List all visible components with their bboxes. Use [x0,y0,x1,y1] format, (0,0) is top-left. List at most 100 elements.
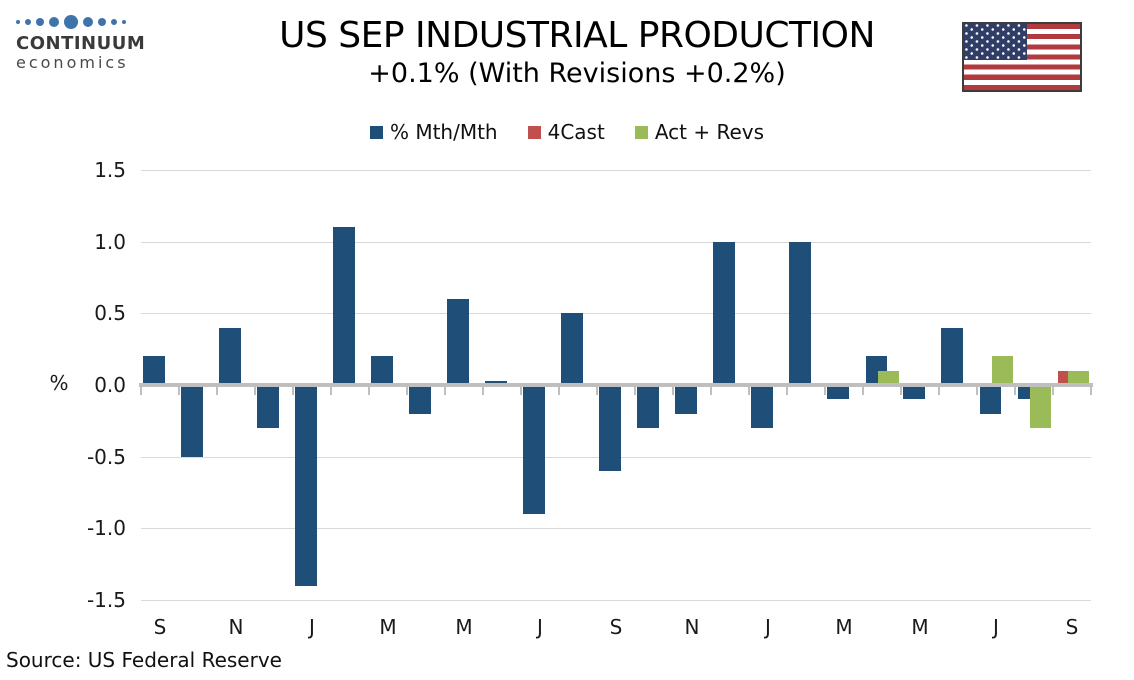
x-tick-label-11: J [993,615,999,639]
bar-mth-mth-13 [637,385,659,428]
x-tick-label-8: J [765,615,771,639]
x-axis-tick [786,387,788,395]
logo-name: CONTINUUM [16,33,146,54]
x-tick-label-12: S [1065,615,1079,639]
bar-mth-mth-7 [409,385,431,414]
y-tick-label-1.0: 1.0 [94,229,126,254]
y-tick-label--1.0: -1.0 [86,516,126,541]
zero-axis-line [139,383,1093,387]
x-axis-tick [710,387,712,395]
x-axis-tick [520,387,522,395]
x-axis-tick [482,387,484,395]
bar-mth-mth-4 [295,385,317,586]
bar-mth-mth-17 [789,241,811,385]
bar-mth-mth-12 [599,385,621,471]
x-tick-label-6: S [609,615,623,639]
bar-mth-mth-5 [333,227,355,385]
y-axis-title: % [49,371,69,395]
us-flag-canton [964,24,1027,60]
x-tick-label-3: M [379,615,397,639]
x-axis-tick [938,387,940,395]
legend-swatch-act-revs [634,125,648,139]
legend-label-4cast: 4Cast [547,120,605,144]
source-note: Source: US Federal Reserve [6,648,282,672]
x-tick-label-5: J [537,615,543,639]
x-axis-tick [672,387,674,395]
y-tick-label-0.0: 0.0 [94,373,126,397]
x-axis-tick [862,387,864,395]
x-tick-label-2: J [309,615,315,639]
chart-legend: % Mth/Mth 4Cast Act + Revs [0,118,1134,146]
bar-mth-mth-1 [181,385,203,457]
x-tick-label-10: M [911,615,929,639]
legend-label-mth-mth: % Mth/Mth [389,120,498,144]
bar-mth-mth-22 [979,385,1001,414]
bar-mth-mth-21 [941,327,963,385]
bar-mth-mth-0 [143,356,165,385]
title-block: US SEP INDUSTRIAL PRODUCTION +0.1% (With… [140,14,1014,90]
us-flag-icon [962,22,1082,92]
x-axis-tick [1014,387,1016,395]
x-axis-tick [1090,387,1092,395]
bar-act-revs-19 [877,370,899,385]
logo-dots-icon [16,14,146,30]
y-tick-label--0.5: -0.5 [86,444,126,469]
y-tick-label-0.5: 0.5 [94,301,126,326]
x-axis-tick [140,387,142,395]
gridline--1.0 [141,528,1091,530]
legend-item-act-revs: Act + Revs [634,120,765,144]
bar-mth-mth-16 [751,385,773,428]
x-tick-label-7: N [684,615,700,639]
legend-item-mth-mth: % Mth/Mth [369,120,498,144]
bar-act-revs-23 [1029,385,1051,428]
chart-subtitle: +0.1% (With Revisions +0.2%) [368,58,786,89]
plot-area [139,170,1093,601]
legend-swatch-mth-mth [369,125,383,139]
continuum-logo: CONTINUUM economics [16,14,146,72]
x-axis-tick [1052,387,1054,395]
bar-mth-mth-18 [827,385,849,400]
y-tick-label--1.5: -1.5 [86,588,126,612]
x-tick-label-0: S [153,615,167,639]
x-axis-tick [900,387,902,395]
legend-swatch-4cast [527,125,541,139]
x-axis-tick [368,387,370,395]
x-axis-tick [596,387,598,395]
bar-act-revs-24 [1067,370,1089,385]
x-tick-label-9: M [835,615,853,639]
bar-mth-mth-10 [523,385,545,514]
x-axis-tick [406,387,408,395]
x-axis-tick [444,387,446,395]
y-tick-label-1.5: 1.5 [94,158,126,182]
bar-mth-mth-11 [561,313,583,385]
x-axis-tick [558,387,560,395]
bar-mth-mth-8 [447,299,469,385]
bar-mth-mth-9 [485,380,507,385]
bar-mth-mth-20 [903,385,925,400]
x-tick-label-1: N [228,615,244,639]
gridline--1.5 [141,600,1091,601]
x-axis-tick [976,387,978,395]
x-axis-tick [824,387,826,395]
logo-subname: economics [16,53,129,72]
chart-title: US SEP INDUSTRIAL PRODUCTION [279,15,875,56]
bar-mth-mth-3 [257,385,279,428]
x-axis-tick [330,387,332,395]
bar-mth-mth-2 [219,327,241,385]
legend-label-act-revs: Act + Revs [654,120,765,144]
x-axis-tick [216,387,218,395]
gridline-1.0 [141,241,1091,243]
gridline-1.5 [141,170,1091,171]
bar-mth-mth-6 [371,356,393,385]
gridline-0.5 [141,313,1091,315]
bar-act-revs-22 [991,356,1013,385]
x-axis-tick [748,387,750,395]
bar-mth-mth-14 [675,385,697,414]
x-axis-tick [254,387,256,395]
legend-item-4cast: 4Cast [527,120,605,144]
x-axis-tick [178,387,180,395]
bar-mth-mth-15 [713,241,735,385]
x-tick-label-4: M [455,615,473,639]
x-axis-tick [634,387,636,395]
